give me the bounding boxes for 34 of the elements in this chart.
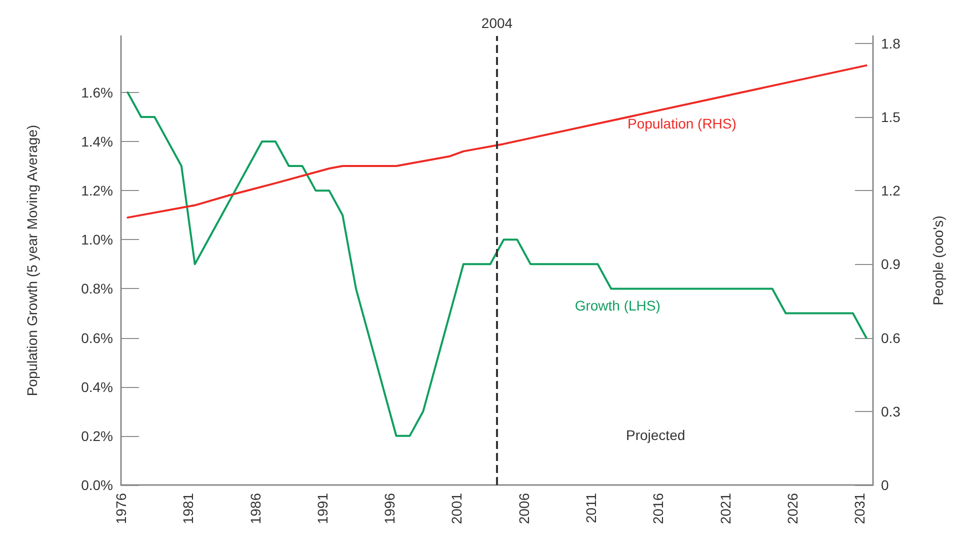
y-tick-label: 1.0% bbox=[81, 232, 113, 248]
y2-tick-label: 0 bbox=[881, 477, 889, 493]
y2-axis-title: People (ooo's) bbox=[930, 216, 946, 306]
x-tick-label: 2026 bbox=[784, 492, 800, 524]
x-tick-label: 1981 bbox=[180, 492, 196, 524]
x-tick-label: 1991 bbox=[314, 492, 330, 524]
y-tick-label: 0.6% bbox=[81, 330, 113, 346]
x-tick-label: 2016 bbox=[650, 492, 666, 524]
y-tick-label: 1.6% bbox=[81, 84, 113, 100]
x-tick-label: 1986 bbox=[247, 492, 264, 524]
y2-tick-label: 0.6 bbox=[881, 330, 901, 346]
annotation: Projected bbox=[626, 427, 686, 443]
y-tick-label: 0.8% bbox=[81, 280, 113, 297]
y-tick-label: 0.2% bbox=[81, 428, 113, 444]
x-tick-label: 2031 bbox=[852, 492, 868, 524]
x-tick-label: 2001 bbox=[448, 492, 465, 524]
x-tick-label: 2011 bbox=[583, 492, 599, 524]
y2-tick-label: 1.2 bbox=[881, 182, 901, 199]
series-label: Population (RHS) bbox=[627, 115, 736, 132]
y2-tick-label: 1.5 bbox=[881, 108, 901, 125]
series-label: Growth (LHS) bbox=[574, 298, 660, 314]
x-tick-label: 2006 bbox=[516, 492, 532, 524]
y-tick-label: 0.4% bbox=[81, 378, 113, 395]
y-tick-label: 0.0% bbox=[81, 477, 113, 493]
y-tick-label: 1.4% bbox=[81, 134, 113, 150]
y2-tick-label: 0.3 bbox=[881, 403, 901, 420]
y2-tick-label: 1.8 bbox=[881, 35, 901, 52]
x-tick-label: 1976 bbox=[113, 492, 129, 524]
y-axis-title: Population Growth (5 year Moving Average) bbox=[24, 124, 40, 396]
x-tick-label: 2021 bbox=[717, 492, 734, 524]
y-tick-label: 1.2% bbox=[81, 182, 113, 199]
x-tick-label: 1996 bbox=[382, 492, 398, 524]
y2-tick-label: 0.9 bbox=[881, 256, 901, 272]
ref-line-label: 2004 bbox=[481, 15, 513, 31]
